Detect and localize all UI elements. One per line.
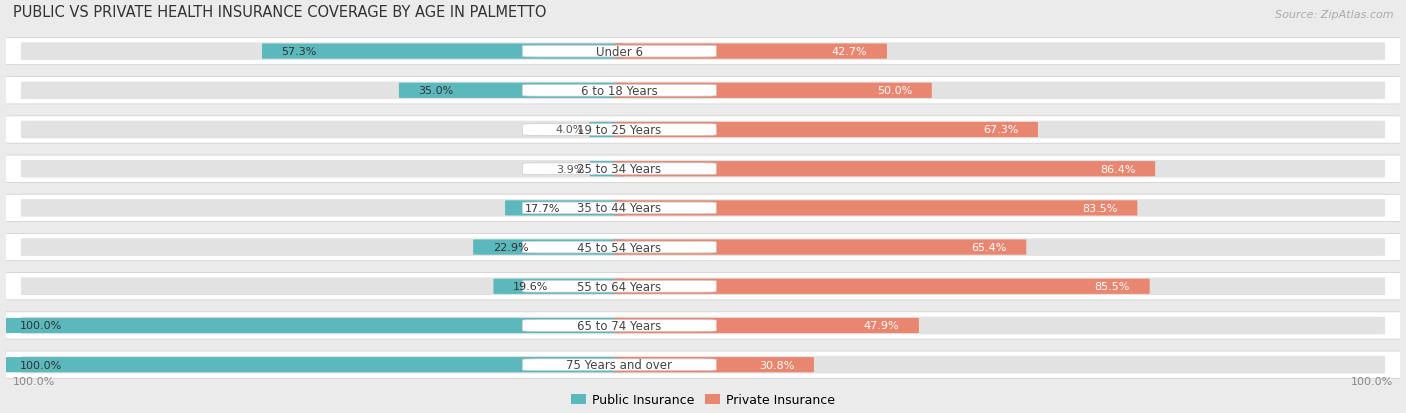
FancyBboxPatch shape	[21, 239, 1385, 256]
Text: 45 to 54 Years: 45 to 54 Years	[578, 241, 661, 254]
FancyBboxPatch shape	[21, 121, 1385, 139]
FancyBboxPatch shape	[1, 38, 1405, 66]
FancyBboxPatch shape	[0, 318, 624, 333]
FancyBboxPatch shape	[523, 320, 716, 332]
FancyBboxPatch shape	[21, 161, 1385, 178]
Text: Source: ZipAtlas.com: Source: ZipAtlas.com	[1275, 10, 1393, 20]
Text: 65.4%: 65.4%	[972, 242, 1007, 252]
Text: PUBLIC VS PRIVATE HEALTH INSURANCE COVERAGE BY AGE IN PALMETTO: PUBLIC VS PRIVATE HEALTH INSURANCE COVER…	[13, 5, 546, 20]
FancyBboxPatch shape	[589, 123, 624, 138]
FancyBboxPatch shape	[21, 199, 1385, 217]
Text: Under 6: Under 6	[596, 45, 643, 59]
FancyBboxPatch shape	[614, 201, 1137, 216]
Text: 85.5%: 85.5%	[1095, 282, 1130, 292]
FancyBboxPatch shape	[399, 83, 624, 99]
FancyBboxPatch shape	[523, 124, 716, 136]
Text: 50.0%: 50.0%	[877, 86, 912, 96]
FancyBboxPatch shape	[523, 46, 716, 58]
FancyBboxPatch shape	[0, 357, 624, 373]
Legend: Public Insurance, Private Insurance: Public Insurance, Private Insurance	[567, 388, 839, 411]
FancyBboxPatch shape	[21, 278, 1385, 295]
FancyBboxPatch shape	[1, 234, 1405, 261]
FancyBboxPatch shape	[614, 279, 1150, 294]
Text: 25 to 34 Years: 25 to 34 Years	[578, 163, 661, 176]
FancyBboxPatch shape	[589, 162, 624, 177]
Text: 83.5%: 83.5%	[1083, 203, 1118, 214]
FancyBboxPatch shape	[1, 78, 1405, 104]
Text: 19 to 25 Years: 19 to 25 Years	[578, 124, 661, 137]
Text: 100.0%: 100.0%	[1351, 376, 1393, 386]
Text: 19.6%: 19.6%	[513, 282, 548, 292]
FancyBboxPatch shape	[523, 202, 716, 214]
FancyBboxPatch shape	[1, 273, 1405, 300]
FancyBboxPatch shape	[614, 240, 1026, 255]
FancyBboxPatch shape	[523, 359, 716, 370]
Text: 6 to 18 Years: 6 to 18 Years	[581, 85, 658, 97]
FancyBboxPatch shape	[1, 156, 1405, 183]
FancyBboxPatch shape	[1, 351, 1405, 378]
Text: 100.0%: 100.0%	[20, 321, 62, 331]
Text: 100.0%: 100.0%	[13, 376, 55, 386]
FancyBboxPatch shape	[494, 279, 624, 294]
FancyBboxPatch shape	[1, 195, 1405, 222]
Text: 57.3%: 57.3%	[281, 47, 316, 57]
Text: 35 to 44 Years: 35 to 44 Years	[578, 202, 661, 215]
FancyBboxPatch shape	[614, 318, 920, 333]
FancyBboxPatch shape	[1, 312, 1405, 339]
FancyBboxPatch shape	[262, 44, 624, 59]
Text: 75 Years and over: 75 Years and over	[567, 358, 672, 371]
FancyBboxPatch shape	[21, 43, 1385, 61]
Text: 55 to 64 Years: 55 to 64 Years	[578, 280, 661, 293]
FancyBboxPatch shape	[523, 242, 716, 253]
FancyBboxPatch shape	[614, 162, 1156, 177]
FancyBboxPatch shape	[614, 123, 1038, 138]
Text: 22.9%: 22.9%	[492, 242, 529, 252]
FancyBboxPatch shape	[21, 317, 1385, 335]
Text: 65 to 74 Years: 65 to 74 Years	[578, 319, 661, 332]
Text: 30.8%: 30.8%	[759, 360, 794, 370]
FancyBboxPatch shape	[523, 164, 716, 175]
Text: 42.7%: 42.7%	[832, 47, 868, 57]
Text: 3.9%: 3.9%	[555, 164, 585, 174]
FancyBboxPatch shape	[474, 240, 624, 255]
Text: 4.0%: 4.0%	[555, 125, 583, 135]
Text: 86.4%: 86.4%	[1099, 164, 1136, 174]
FancyBboxPatch shape	[21, 82, 1385, 100]
FancyBboxPatch shape	[523, 281, 716, 292]
FancyBboxPatch shape	[505, 201, 624, 216]
FancyBboxPatch shape	[614, 83, 932, 99]
FancyBboxPatch shape	[1, 116, 1405, 144]
Text: 35.0%: 35.0%	[419, 86, 454, 96]
Text: 100.0%: 100.0%	[20, 360, 62, 370]
Text: 47.9%: 47.9%	[863, 321, 900, 331]
Text: 67.3%: 67.3%	[983, 125, 1018, 135]
FancyBboxPatch shape	[523, 85, 716, 97]
FancyBboxPatch shape	[614, 44, 887, 59]
FancyBboxPatch shape	[21, 356, 1385, 373]
Text: 17.7%: 17.7%	[524, 203, 560, 214]
FancyBboxPatch shape	[614, 357, 814, 373]
